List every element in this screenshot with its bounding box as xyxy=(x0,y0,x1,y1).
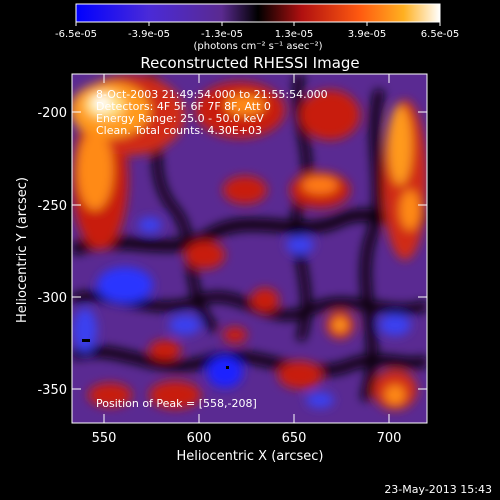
info-line-0: 8-Oct-2003 21:49:54.000 to 21:55:54.000 xyxy=(96,88,328,101)
y-axis-label: Heliocentric Y (arcsec) xyxy=(15,177,30,323)
info-line-2: Energy Range: 25.0 - 50.0 keV xyxy=(96,112,264,125)
colorbar-tick-label-4: 3.9e-05 xyxy=(348,29,386,40)
x-tick-label-2: 650 xyxy=(282,431,307,446)
info-line-3: Clean. Total counts: 4.30E+03 xyxy=(96,124,262,137)
timestamp-footer: 23-May-2013 15:43 xyxy=(384,483,492,496)
x-axis-ticks xyxy=(103,74,390,423)
colorbar xyxy=(75,3,441,23)
colorbar-tick-label-0: -6.5e-05 xyxy=(55,29,97,40)
y-tick-label-3: -350 xyxy=(37,383,67,398)
x-tick-label-1: 600 xyxy=(187,431,212,446)
x-tick-label-0: 550 xyxy=(92,431,117,446)
colorbar-tick-label-2: -1.3e-05 xyxy=(201,29,243,40)
y-tick-label-1: -250 xyxy=(37,199,67,214)
colorbar-ticks xyxy=(75,22,441,26)
colorbar-unit-label: (photons cm⁻² s⁻¹ asec⁻²) xyxy=(193,41,322,52)
colorbar-tick-label-5: 6.5e-05 xyxy=(421,29,459,40)
y-tick-label-0: -200 xyxy=(37,106,67,121)
y-axis-ticks xyxy=(72,111,427,390)
info-line-1: Detectors: 4F 5F 6F 7F 8F, Att 0 xyxy=(96,100,271,113)
peak-position-text: Position of Peak = [558,-208] xyxy=(96,397,257,410)
plot-title: Reconstructed RHESSI Image xyxy=(140,54,359,72)
reconstructed-image xyxy=(72,74,427,423)
image-frame xyxy=(71,73,428,424)
x-axis-label: Heliocentric X (arcsec) xyxy=(177,449,324,464)
colorbar-tick-label-1: -3.9e-05 xyxy=(128,29,170,40)
colorbar-tick-label-3: 1.3e-05 xyxy=(275,29,313,40)
y-tick-label-2: -300 xyxy=(37,291,67,306)
x-tick-label-3: 700 xyxy=(377,431,402,446)
